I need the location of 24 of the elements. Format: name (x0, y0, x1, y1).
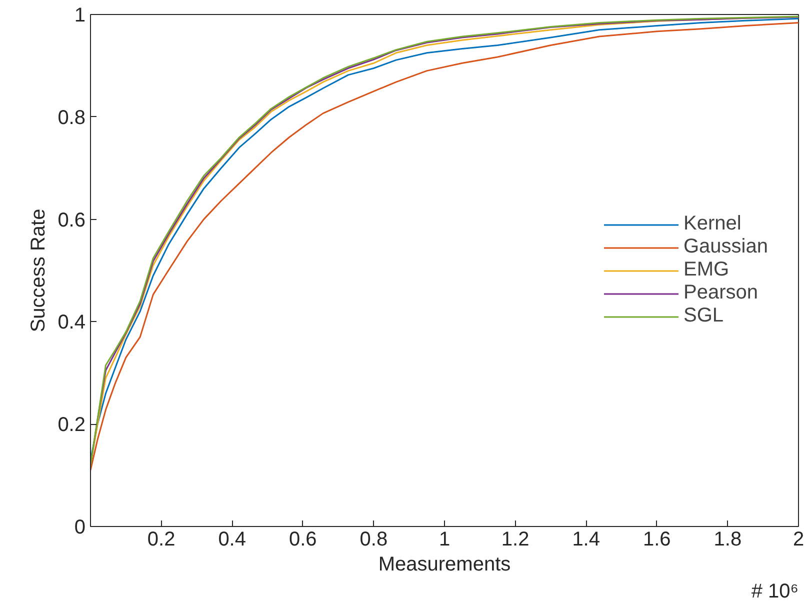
x-tick-label: 1.6 (643, 528, 671, 550)
y-tick-label: 0.8 (58, 106, 86, 129)
x-tick-label: 1 (438, 528, 450, 550)
legend-label: SGL (684, 304, 724, 328)
y-tick-label: 1 (74, 4, 86, 26)
x-tick-label: 0.4 (218, 528, 246, 550)
x-tick-label: 0.2 (147, 528, 176, 550)
y-tick-label: 0.2 (58, 414, 86, 436)
text: # 10⁶ (751, 580, 799, 602)
y-axis-title: Success Rate (28, 208, 50, 332)
legend-label: Gaussian (684, 236, 768, 258)
y-tick-label: 0.4 (58, 312, 86, 334)
legend-label: Kernel (684, 212, 742, 236)
x-tick-label: 1.8 (714, 528, 742, 550)
x-tick-label: 1.2 (501, 528, 530, 550)
x-tick-label: 2 (792, 528, 804, 550)
legend-label: EMG (684, 258, 730, 282)
legend-label: Pearson (684, 282, 758, 304)
y-tick-label: 0 (74, 516, 86, 538)
x-tick-label: 0.6 (289, 528, 317, 550)
y-tick-label: 0.6 (58, 209, 86, 232)
x-tick-label: 1.4 (572, 528, 600, 550)
x-tick-label: 0.8 (360, 528, 388, 550)
x-axis-title: Measurements (378, 554, 511, 576)
